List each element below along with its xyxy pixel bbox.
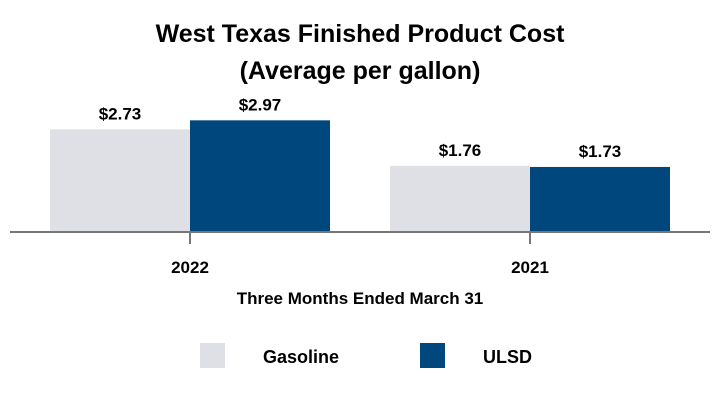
legend-label-gasoline: Gasoline [263, 347, 339, 367]
data-label-gasoline-2022: $2.73 [99, 104, 142, 123]
legend-swatch-ulsd [420, 343, 445, 368]
bar-ulsd-2021 [530, 166, 670, 232]
data-label-gasoline-2021: $1.76 [439, 141, 482, 160]
bar-gasoline-2022 [50, 129, 190, 232]
data-label-ulsd-2021: $1.73 [579, 142, 622, 161]
data-label-ulsd-2022: $2.97 [239, 95, 282, 114]
bar-gasoline-2021 [390, 165, 530, 232]
legend-swatch-gasoline [200, 343, 225, 368]
bar-ulsd-2022 [190, 120, 330, 232]
legend-label-ulsd: ULSD [483, 347, 532, 367]
chart-title: West Texas Finished Product Cost [156, 20, 566, 48]
x-axis-label: Three Months Ended March 31 [237, 289, 484, 308]
x-tick-label-2022: 2022 [171, 258, 209, 277]
chart-subtitle: (Average per gallon) [240, 57, 481, 85]
x-tick-label-2021: 2021 [511, 258, 549, 277]
